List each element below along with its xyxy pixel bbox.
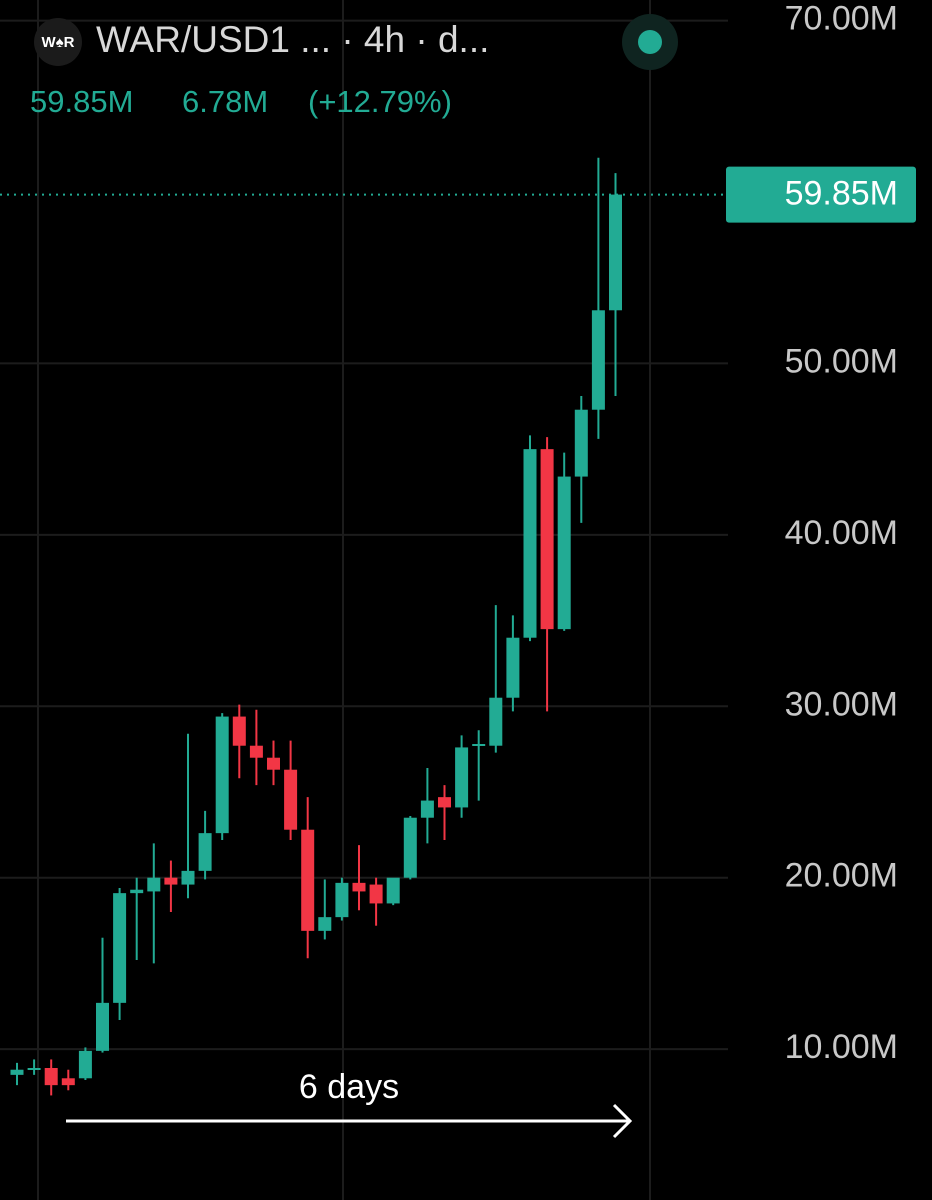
candle-body [609,194,622,311]
candle-body [540,449,554,630]
candle-body [44,1068,58,1086]
plot [0,19,728,1096]
candle-body [10,1069,24,1075]
candle-body [489,697,503,746]
candle-body [591,310,605,410]
candle-body [574,409,588,477]
candle-body [232,716,246,746]
candle-body [557,476,571,630]
y-tick-label: 50.00M [785,342,898,380]
chart-title: WAR/USD1 ... · 4h · d... [96,19,489,60]
y-tick-label: 10.00M [785,1028,898,1066]
candle-body [147,877,161,892]
y-tick-label: 40.00M [785,514,898,552]
candle-body [130,889,144,894]
change: 6.78M [182,84,268,119]
status-dot [638,30,662,54]
candle-body [386,877,400,904]
last-value: 59.85M [30,84,133,119]
candle-body [455,747,469,808]
logo: W♠R [42,34,75,51]
candle-body [369,884,383,904]
candle-body [198,833,212,871]
candle-body [301,829,315,931]
candle-body [113,893,127,1003]
candle-body [318,917,332,931]
candle-body [284,769,298,830]
price-tag [726,166,916,223]
candle-body [27,1068,41,1070]
arrow-head [612,1103,633,1139]
annotation: 6 days [299,1068,399,1106]
candle-body [181,870,195,885]
candle-body [506,637,520,698]
price-tag-label: 59.85M [785,175,898,213]
y-tick-label: 70.00M [785,0,898,38]
y-tick-label: 20.00M [785,857,898,895]
logo-bg [34,18,82,66]
candle-body [96,1002,109,1051]
y-tick-label: 30.00M [785,685,898,723]
candle-body [215,716,229,834]
candle-body [403,817,417,878]
candle-body [523,449,537,638]
candle-body [420,800,434,818]
candle-body [438,797,451,808]
candle-body [249,745,263,758]
candle-body [472,744,486,746]
candle-body [335,882,349,918]
candle-body [267,757,280,770]
candle-body [78,1050,92,1079]
candle-body [164,877,178,885]
change-percent: (+12.79%) [308,84,452,119]
candle-body [352,882,366,892]
candle-body [61,1078,75,1086]
